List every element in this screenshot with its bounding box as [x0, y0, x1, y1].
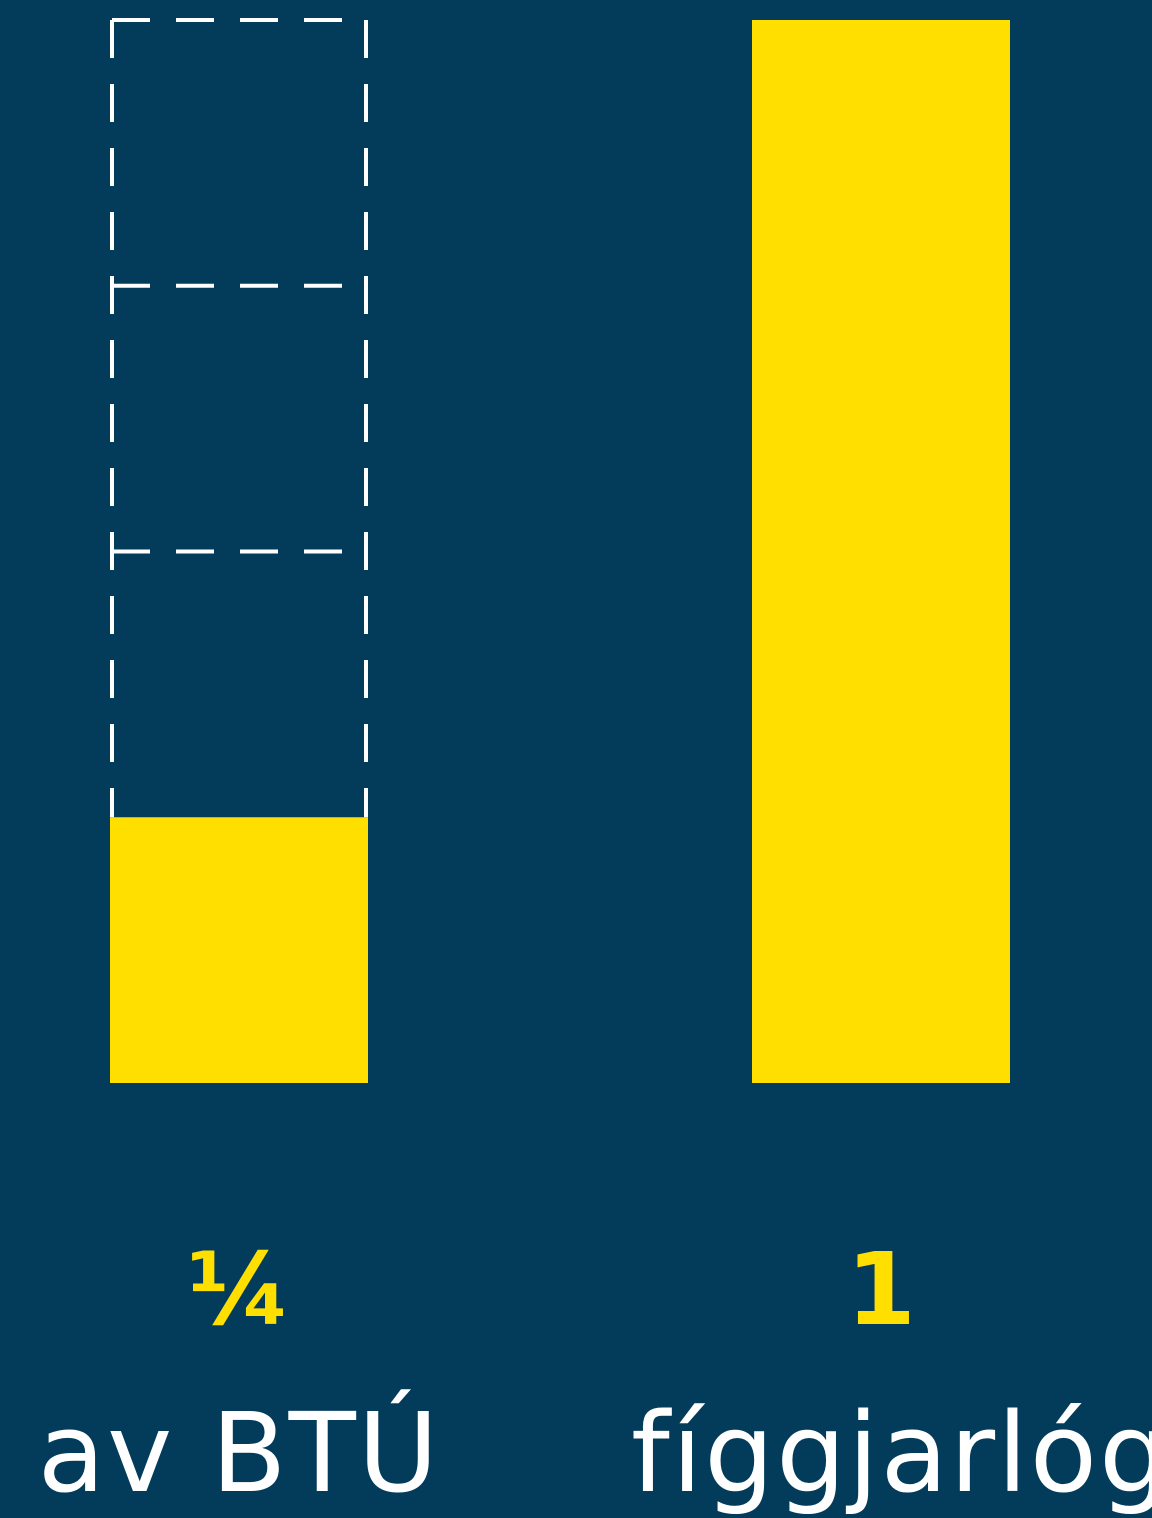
value-label-figgjarlog: 1 — [846, 1231, 916, 1348]
category-label-av-btu: av BTÚ — [37, 1389, 441, 1517]
bars — [110, 20, 1010, 1083]
bar-figgjarlog — [752, 20, 1010, 1083]
value-label-av-btu: ¼ — [187, 1231, 291, 1348]
bar-av-btu — [110, 817, 368, 1083]
category-label-figgjarlog: fíggjarlóg — [631, 1389, 1152, 1517]
dashed-outline — [110, 18, 368, 818]
